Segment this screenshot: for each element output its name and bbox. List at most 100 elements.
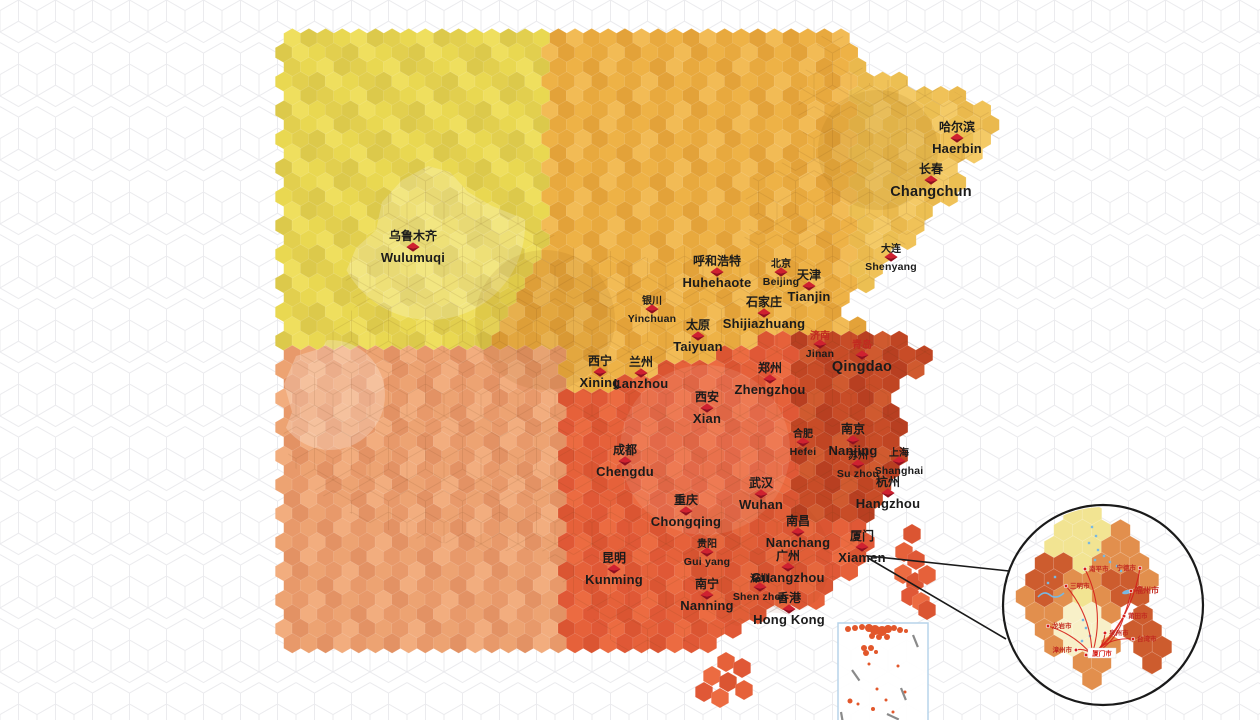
city-name-cn: 南昌 (786, 513, 810, 528)
city-marker-zhengzhou[interactable]: 郑州 Zhengzhou (734, 360, 805, 397)
city-name-cn: 西安 (695, 389, 719, 404)
inset-city-福州市[interactable]: 福州市 (1128, 585, 1159, 595)
inset-city-label: 泉州市 (1109, 628, 1129, 637)
city-marker-huhehaote[interactable]: 呼和浩特 Huhehaote (683, 253, 752, 290)
city-name-cn: 北京 (771, 257, 791, 270)
city-marker-beijing[interactable]: 北京 Beijing (763, 257, 799, 288)
city-marker-kunming[interactable]: 昆明 Kunming (585, 551, 643, 587)
city-name-en: Xian (693, 411, 721, 426)
city-marker-shijiazhuang[interactable]: 石家庄 Shijiazhuang (723, 294, 806, 331)
city-marker-wuhan[interactable]: 武汉 Wuhan (739, 475, 783, 512)
city-marker-hefei[interactable]: 合肥 Hefei (790, 427, 817, 458)
city-name-cn: 济南 (810, 329, 830, 342)
city-marker-qingdao[interactable]: 青岛 Qingdao (832, 338, 892, 375)
city-name-cn: 南宁 (695, 576, 719, 591)
city-marker-lanzhou[interactable]: 兰州 Lanzhou (614, 354, 669, 391)
city-name-en: Hangzhou (856, 496, 920, 511)
city-marker-shenyang[interactable]: 大连 Shenyang (865, 242, 917, 273)
city-name-cn: 上海 (889, 446, 909, 459)
city-name-en: Shen zhen (733, 591, 787, 603)
city-name-en: Nanchang (766, 535, 830, 550)
city-marker-chengdu[interactable]: 成都 Chengdu (596, 442, 654, 479)
city-name-cn: 重庆 (674, 492, 698, 507)
city-marker-tianjin[interactable]: 天津 Tianjin (787, 267, 830, 304)
city-marker-gui-yang[interactable]: 贵阳 Gui yang (684, 537, 731, 568)
city-name-en: Wuhan (739, 497, 783, 512)
inset-city-label: 莆田市 (1128, 611, 1148, 620)
city-name-en: Tianjin (787, 289, 830, 304)
city-name-en: Nanning (680, 598, 733, 613)
inset-city-宁德市[interactable]: 宁德市 (1117, 563, 1143, 572)
inset-city-泉州市[interactable]: 泉州市 (1102, 628, 1129, 637)
city-marker-yinchuan[interactable]: 银川 Yinchuan (628, 294, 676, 325)
city-name-cn: 兰州 (629, 354, 653, 369)
city-marker-hangzhou[interactable]: 杭州 Hangzhou (856, 474, 920, 511)
city-name-cn: 长春 (919, 161, 944, 176)
city-name-en: Beijing (763, 276, 799, 288)
city-name-cn: 石家庄 (745, 294, 782, 309)
city-name-en: Wulumuqi (381, 250, 445, 265)
inset-city-南平市[interactable]: 南平市 (1082, 564, 1109, 573)
city-name-cn: 银川 (642, 294, 662, 307)
city-name-cn: 南京 (841, 421, 865, 436)
city-name-en: Gui yang (684, 556, 731, 568)
inset-city-莆田市[interactable]: 莆田市 (1121, 611, 1148, 620)
city-name-en: Lanzhou (614, 376, 669, 391)
city-name-en: Xining (580, 375, 621, 390)
city-marker-hong-kong[interactable]: 香港 Hong Kong (753, 590, 825, 627)
city-name-cn: 武汉 (749, 475, 774, 490)
city-name-en: Zhengzhou (734, 382, 805, 397)
city-name-en: Kunming (585, 572, 643, 587)
south-china-sea-inset (837, 622, 929, 720)
city-marker-shanghai[interactable]: 上海 Shanghai (875, 446, 924, 477)
inset-city-label: 台湾市 (1137, 634, 1157, 643)
city-name-cn: 呼和浩特 (693, 253, 741, 268)
city-name-en: Qingdao (832, 359, 892, 375)
city-marker-xian[interactable]: 西安 Xian (693, 389, 721, 426)
city-markers-layer: 乌鲁木齐 Wulumuqi 哈尔滨 Haerbin 长春 Changchun 大连 Sheny… (381, 119, 982, 627)
city-marker-nanjing[interactable]: 南京 Nanjing (828, 421, 877, 458)
city-marker-xining[interactable]: 西宁 Xining (580, 353, 621, 390)
city-name-cn: 哈尔滨 (939, 119, 975, 134)
city-marker-wulumuqi[interactable]: 乌鲁木齐 Wulumuqi (381, 228, 445, 265)
city-name-cn: 深圳 (750, 572, 770, 585)
city-marker-taiyuan[interactable]: 太原 Taiyuan (673, 317, 723, 354)
inset-city-龙岩市[interactable]: 龙岩市 (1045, 621, 1072, 630)
city-name-en: Xiamen (838, 550, 885, 565)
city-name-cn: 杭州 (876, 474, 900, 489)
inset-city-label: 宁德市 (1117, 563, 1137, 572)
city-name-cn: 厦门 (850, 528, 874, 543)
inset-city-三明市[interactable]: 三明市 (1063, 581, 1090, 590)
city-marker-changchun[interactable]: 长春 Changchun (890, 161, 972, 200)
city-name-en: Shijiazhuang (723, 316, 806, 331)
city-name-en: Chongqing (651, 514, 721, 529)
inset-city-漳州市[interactable]: 漳州市 (1053, 645, 1079, 654)
city-marker-xiamen[interactable]: 厦门 Xiamen (838, 528, 885, 565)
inset-city-label: 南平市 (1089, 564, 1109, 573)
city-name-en: Guangzhou (751, 570, 824, 585)
city-name-en: Su zhou (837, 468, 879, 480)
city-name-cn: 广州 (776, 548, 800, 563)
city-marker-su-zhou[interactable]: 苏州 Su zhou (837, 449, 879, 480)
city-marker-guangzhou[interactable]: 广州 Guangzhou (751, 548, 824, 585)
city-marker-chongqing[interactable]: 重庆 Chongqing (651, 492, 721, 529)
city-name-en: Shanghai (875, 465, 924, 477)
city-marker-jinan[interactable]: 济南 Jinan (806, 329, 834, 360)
city-marker-nanning[interactable]: 南宁 Nanning (680, 576, 733, 613)
city-name-cn: 合肥 (792, 427, 813, 440)
inset-city-xiamen-hub[interactable]: 厦门市 (1083, 647, 1117, 659)
city-marker-nanchang[interactable]: 南昌 Nanchang (766, 513, 830, 550)
city-name-cn: 天津 (797, 267, 821, 282)
city-name-cn: 太原 (686, 317, 710, 332)
city-name-cn: 大连 (881, 242, 902, 255)
city-name-en: Hong Kong (753, 612, 825, 627)
city-marker-haerbin[interactable]: 哈尔滨 Haerbin (932, 119, 982, 156)
inset-city-台湾市[interactable]: 台湾市 (1130, 634, 1157, 643)
city-name-cn: 香港 (776, 590, 802, 605)
city-name-en: Chengdu (596, 464, 654, 479)
city-marker-shen-zhen[interactable]: 深圳 Shen zhen (733, 572, 787, 603)
city-name-en: Huhehaote (683, 275, 752, 290)
city-name-cn: 贵阳 (697, 537, 717, 550)
